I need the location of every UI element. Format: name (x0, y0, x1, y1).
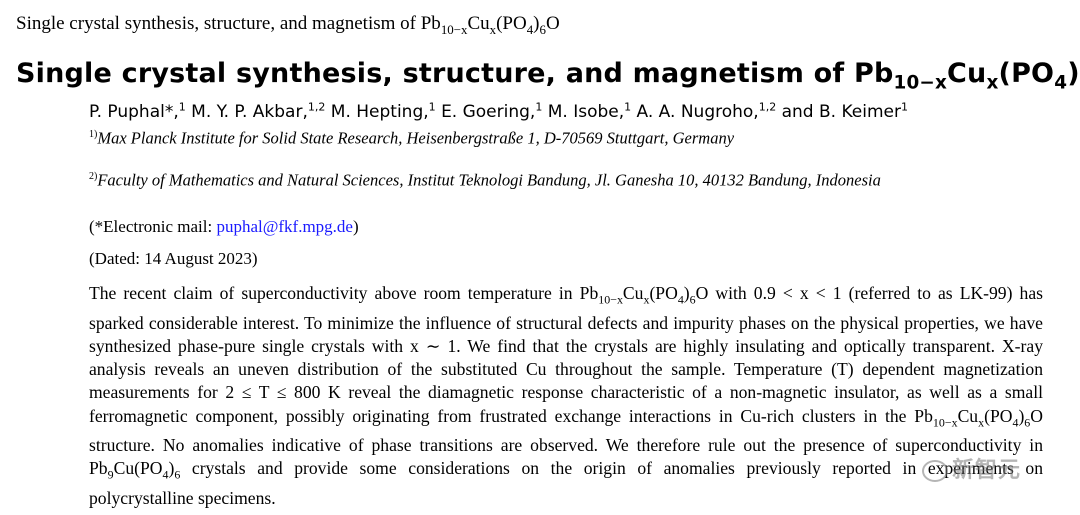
watermark: 新智元 (922, 452, 1021, 484)
author: P. Puphal*,1 (89, 100, 186, 122)
author: M. Y. P. Akbar,1,2 (191, 100, 326, 122)
paper-title: Single crystal synthesis, structure, and… (16, 58, 1080, 94)
wechat-icon (922, 460, 948, 482)
date-line: (Dated: 14 August 2023) (89, 249, 258, 268)
affiliation-2: 2)Faculty of Mathematics and Natural Sci… (89, 170, 881, 190)
author-list: P. Puphal*,1 M. Y. P. Akbar,1,2 M. Hepti… (89, 100, 908, 122)
email-link[interactable]: puphal@fkf.mpg.de (216, 217, 353, 236)
author: E. Goering,1 (441, 100, 543, 122)
contact-email: (*Electronic mail: puphal@fkf.mpg.de) (89, 217, 359, 236)
abstract: The recent claim of superconductivity ab… (89, 283, 1043, 509)
running-head: Single crystal synthesis, structure, and… (16, 13, 560, 37)
author: M. Hepting,1 (330, 100, 436, 122)
author: M. Isobe,1 (547, 100, 632, 122)
affiliation-1: 1)Max Planck Institute for Solid State R… (89, 128, 735, 148)
author: and B. Keimer1 (781, 100, 908, 122)
author: A. A. Nugroho,1,2 (636, 100, 777, 122)
